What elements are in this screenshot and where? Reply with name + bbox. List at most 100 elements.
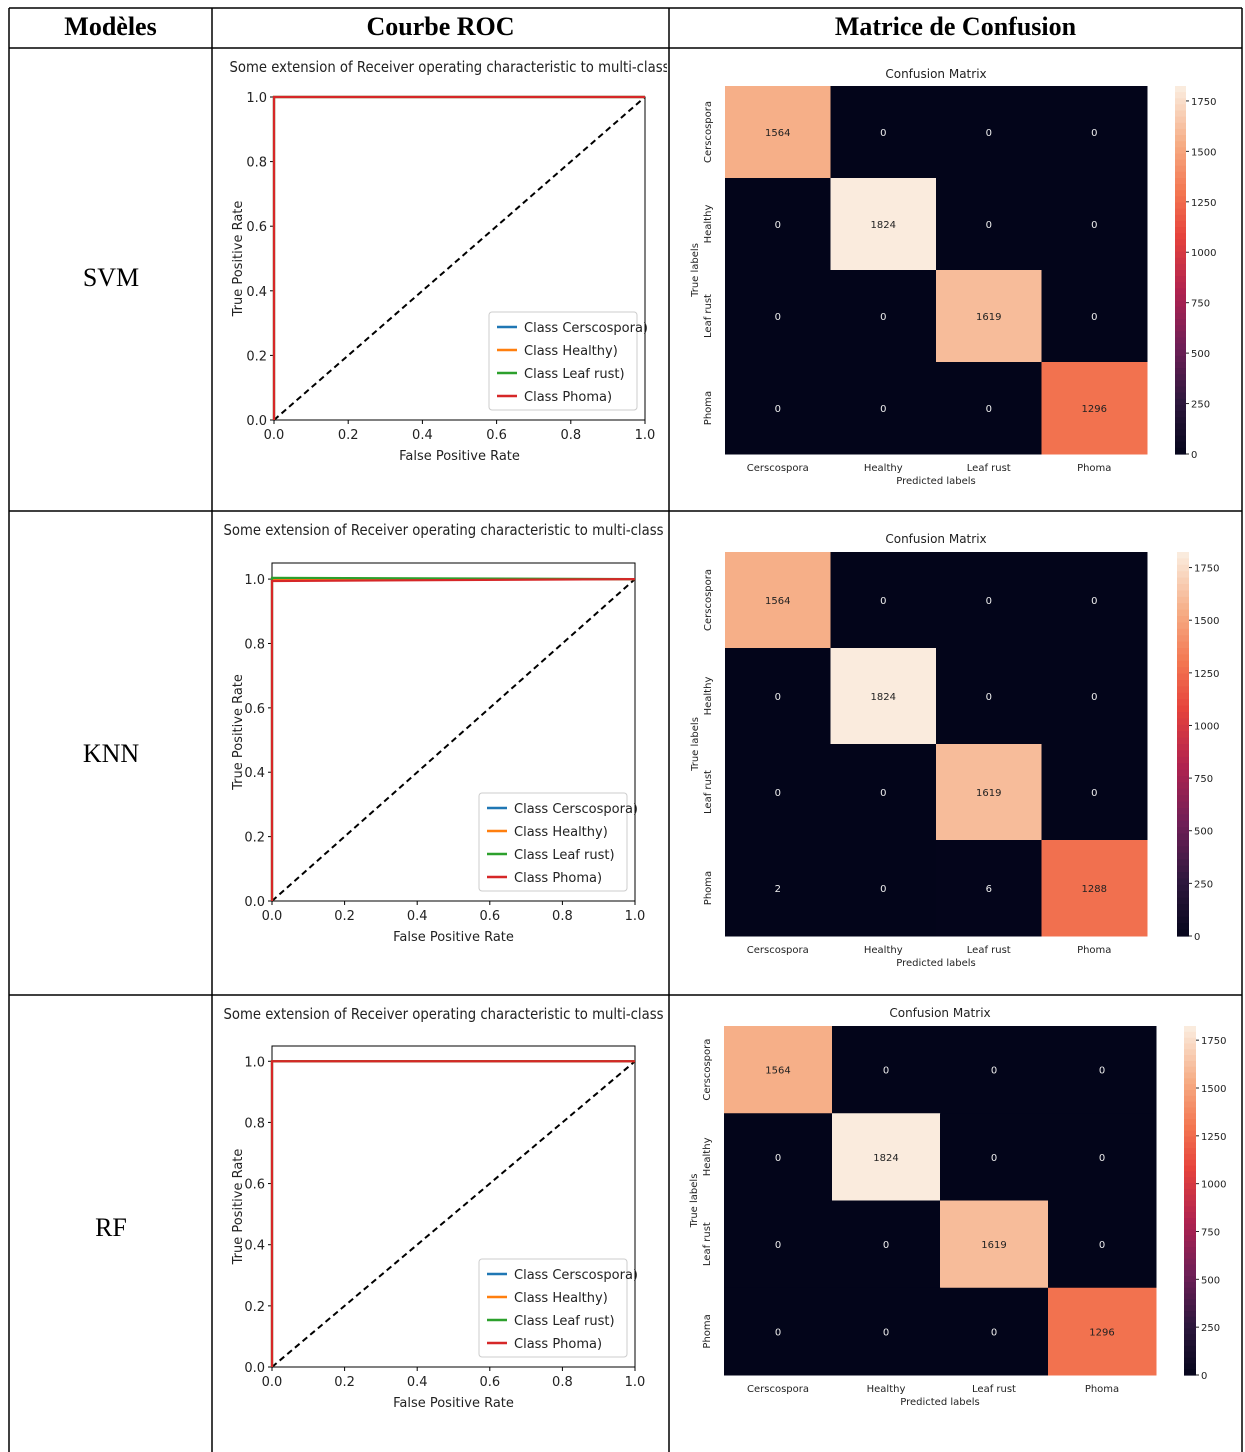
y-tick-label: 0.4	[244, 1239, 265, 1254]
cm-cell	[832, 1026, 941, 1114]
colorbar-segment	[1177, 609, 1189, 617]
colorbar-tick-label: 0	[1201, 1371, 1207, 1382]
colorbar-segment	[1184, 1159, 1196, 1167]
colorbar-segment	[1175, 227, 1186, 234]
colorbar-segment	[1177, 584, 1189, 591]
colorbar-segment	[1184, 1049, 1196, 1056]
colorbar-segment	[1177, 769, 1189, 777]
colorbar-tick-label: 1250	[1194, 669, 1219, 680]
colorbar-segment	[1177, 929, 1189, 937]
cm-cell	[1041, 178, 1148, 271]
chance-diagonal-line	[273, 96, 646, 421]
colorbar-segment	[1177, 731, 1189, 739]
cm-cell-value: 0	[880, 884, 886, 895]
cm-cell	[1048, 1200, 1157, 1289]
cm-title: Confusion Matrix	[885, 67, 986, 81]
colorbar-segment	[1175, 441, 1186, 449]
colorbar-segment	[1177, 852, 1189, 860]
y-category-label: Phoma	[702, 1314, 713, 1348]
cm-cell	[830, 648, 937, 745]
colorbar-segment	[1175, 392, 1186, 400]
roc-line-3	[272, 95, 645, 420]
cm-cell	[725, 552, 831, 649]
colorbar-segment	[1184, 1293, 1196, 1300]
x-category-label: Phoma	[1085, 1384, 1119, 1395]
model-svm: SVM	[82, 263, 140, 292]
cm-cell-value: 0	[775, 692, 781, 703]
colorbar-segment	[1184, 1148, 1196, 1155]
colorbar-segment	[1177, 686, 1189, 694]
colorbar-tick-label: 250	[1201, 1323, 1220, 1334]
colorbar-segment	[1175, 178, 1186, 185]
x-tick-label: 0.8	[552, 909, 573, 924]
cm-cell	[936, 552, 1042, 649]
colorbar-tick-label: 1000	[1194, 721, 1219, 732]
colorbar-segment	[1184, 1252, 1196, 1260]
colorbar-tick-label: 1750	[1191, 97, 1216, 108]
x-tick-label: 1.0	[625, 909, 646, 924]
x-axis-label: Predicted labels	[900, 1397, 980, 1408]
x-tick-label: 0.0	[264, 428, 285, 443]
x-category-label: Healthy	[867, 1384, 906, 1395]
x-tick-label: 1.0	[635, 428, 656, 443]
y-category-label: Healthy	[703, 205, 714, 244]
colorbar-segment	[1177, 564, 1189, 572]
x-tick-label: 0.8	[560, 428, 581, 443]
colorbar-tick-label: 1000	[1191, 248, 1216, 259]
x-tick-label: 0.0	[262, 1375, 283, 1390]
colorbar-segment	[1175, 92, 1186, 99]
colorbar-segment	[1175, 429, 1186, 437]
cm-cell	[936, 178, 1042, 271]
colorbar-segment	[1177, 846, 1189, 854]
cm-cell	[830, 86, 937, 179]
colorbar-segment	[1175, 214, 1186, 222]
y-axis-label: True labels	[689, 1174, 700, 1229]
colorbar-segment	[1175, 220, 1186, 228]
cm-cell-value: 1296	[1089, 1327, 1114, 1338]
cm-cell-value: 0	[991, 1153, 997, 1164]
cm-cell-value: 0	[1091, 312, 1097, 323]
colorbar-segment	[1177, 692, 1189, 700]
x-tick-label: 0.4	[407, 1375, 428, 1390]
colorbar-segment	[1175, 239, 1186, 247]
cm-cell	[832, 1287, 941, 1376]
legend-label-2: Class Leaf rust)	[524, 367, 625, 382]
cm-cell-value: 0	[775, 1327, 781, 1338]
y-tick-label: 0.2	[244, 831, 265, 846]
colorbar-tick-label: 750	[1201, 1227, 1220, 1238]
colorbar-segment	[1177, 872, 1189, 879]
colorbar-tick-label: 500	[1201, 1275, 1220, 1286]
colorbar-segment	[1177, 680, 1189, 687]
colorbar-segment	[1177, 596, 1189, 604]
cm-cell-value: 1824	[873, 1153, 898, 1164]
colorbar-segment	[1184, 1177, 1196, 1184]
cm-cell-value: 1564	[765, 1066, 790, 1077]
cm-cell-value: 1564	[765, 128, 790, 139]
colorbar-tick-label: 250	[1191, 400, 1210, 411]
colorbar-segment	[1175, 319, 1186, 326]
colorbar-segment	[1177, 865, 1189, 873]
colorbar-segment	[1177, 654, 1189, 662]
cm-cell-value: 0	[1091, 692, 1097, 703]
colorbar-segment	[1184, 1066, 1196, 1074]
colorbar-segment	[1175, 208, 1186, 216]
cm-cell-value: 0	[986, 596, 992, 607]
cm-cell	[1041, 744, 1148, 841]
colorbar-segment	[1177, 923, 1189, 931]
y-category-label: Cerscospora	[703, 101, 714, 163]
colorbar-segment	[1175, 104, 1186, 112]
cm-cell-value: 0	[883, 1066, 889, 1077]
colorbar-segment	[1175, 159, 1186, 167]
cm-title: Confusion Matrix	[885, 532, 986, 546]
y-axis-label: True Positive Rate	[231, 201, 246, 318]
colorbar-segment	[1177, 763, 1189, 771]
x-category-label: Phoma	[1077, 463, 1111, 474]
cm-cell-value: 0	[1099, 1066, 1105, 1077]
colorbar-segment	[1177, 667, 1189, 675]
x-tick-label: 0.2	[338, 428, 359, 443]
colorbar-segment	[1184, 1247, 1196, 1254]
colorbar-segment	[1184, 1200, 1196, 1207]
colorbar-segment	[1175, 300, 1186, 308]
y-category-label: Phoma	[703, 391, 714, 425]
x-category-label: Cerscospora	[747, 463, 809, 474]
